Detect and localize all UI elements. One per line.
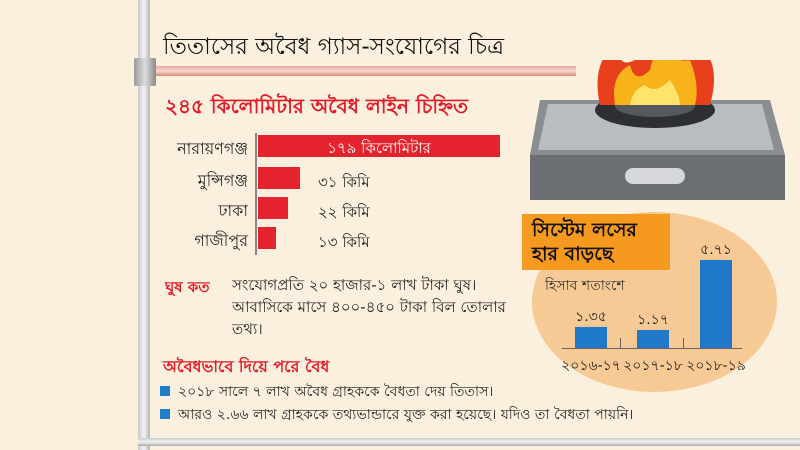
bar xyxy=(258,135,500,157)
bribe-heading: ঘুষ কত xyxy=(165,278,210,296)
bullet-square-icon xyxy=(160,409,170,419)
line-chart-title: ২৪৫ কিলোমিটার অবৈধ লাইন চিহ্নিত xyxy=(165,94,469,118)
gas-stove-illustration xyxy=(530,60,785,200)
bar-category-label: ২০১৬-১৭ xyxy=(561,358,621,374)
bar xyxy=(258,167,300,189)
bar xyxy=(637,329,669,348)
page-title: তিতাসের অবৈধ গ্যাস-সংযোগের চিত্র xyxy=(163,34,505,60)
bar xyxy=(700,260,732,348)
bar-category-label: ২০১৭-১৮ xyxy=(623,358,683,374)
pipe-joint xyxy=(134,58,156,86)
axis-tick xyxy=(683,338,684,348)
x-axis-baseline xyxy=(562,348,742,349)
bar-category-label: নারায়ণগঞ্জ xyxy=(177,139,248,158)
bar xyxy=(258,227,276,249)
bar xyxy=(258,197,288,219)
bullet-square-icon xyxy=(160,386,170,396)
bullet-item: ২০১৮ সালে ৭ লাখ অবৈধ গ্রাহককে বৈধতা দেয়… xyxy=(160,380,493,404)
system-loss-title: সিস্টেম লসের হার বাড়ছে xyxy=(522,214,670,270)
bar-category-label: গাজীপুর xyxy=(194,231,248,250)
bar xyxy=(575,327,607,348)
district-axis xyxy=(255,133,257,255)
bar-value-label: ৫.৭১ xyxy=(700,242,732,259)
horizontal-pipe xyxy=(156,66,576,76)
bar-value-label: ৩১ কিমি xyxy=(318,173,370,191)
bar-value-label: ২২ কিমি xyxy=(318,203,370,221)
bribe-text: সংযোগপ্রতি ২০ হাজার-১ লাখ টাকা ঘুষ। আবাস… xyxy=(232,276,506,338)
axis-tick xyxy=(620,338,621,348)
bar-value-label: ১৭৯ কিলোমিটার xyxy=(327,139,431,157)
bottom-pipe xyxy=(138,438,800,446)
vertical-pipe xyxy=(138,0,150,450)
bullet-text: ২০১৮ সালে ৭ লাখ অবৈধ গ্রাহককে বৈধতা দেয়… xyxy=(178,384,494,400)
bar-category-label: মুন্সিগঞ্জ xyxy=(197,171,248,190)
bar-category-label: ঢাকা xyxy=(218,201,248,220)
bar-category-label: ২০১৮-১৯ xyxy=(686,358,746,374)
unit-label: হিসাব শতাংশে xyxy=(545,278,625,294)
bullet-item: আরও ২.৬৬ লাখ গ্রাহককে তথ্যভান্ডারে যুক্ত… xyxy=(160,403,633,427)
legalized-heading: অবৈধভাবে দিয়ে পরে বৈধ xyxy=(163,357,330,376)
bullet-text: আরও ২.৬৬ লাখ গ্রাহককে তথ্যভান্ডারে যুক্ত… xyxy=(178,407,634,423)
bar-value-label: ১.৩৫ xyxy=(575,309,607,326)
bar-value-label: ১৩ কিমি xyxy=(318,233,370,251)
bar-value-label: ১.১৭ xyxy=(637,311,669,328)
